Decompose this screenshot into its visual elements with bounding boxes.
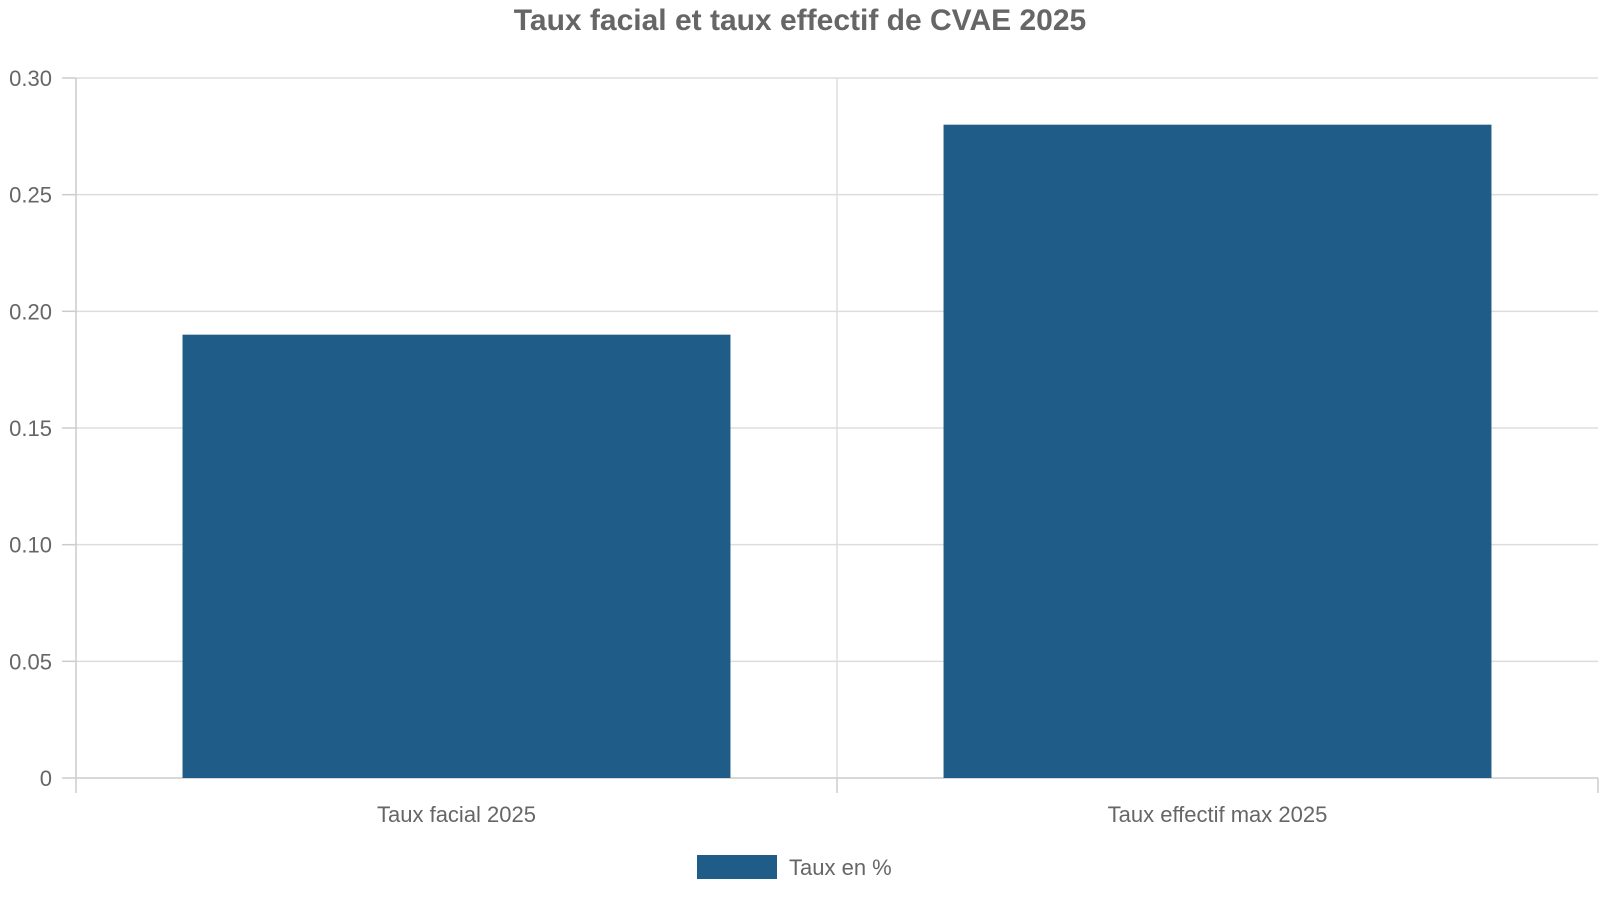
y-tick-label: 0.20 [9,299,52,324]
tick-labels: 0 0.05 0.10 0.15 0.20 0.25 0.30 Taux facial 202… [9,66,1327,827]
legend: Taux en % [697,855,892,880]
chart-title: Taux facial et taux effectif de CVAE 202… [514,4,1086,37]
legend-swatch [697,855,777,879]
bar [182,334,731,778]
y-tick-label: 0.25 [9,183,52,208]
x-tick-label: Taux facial 2025 [377,802,536,827]
y-tick-label: 0.05 [9,649,52,674]
y-tick-label: 0.30 [9,66,52,91]
y-tick-label: 0.15 [9,416,52,441]
legend-label: Taux en % [789,855,892,880]
y-tick-label: 0.10 [9,533,52,558]
bar [943,124,1492,778]
y-tick-label: 0 [40,766,52,791]
bars [182,124,1492,778]
x-tick-label: Taux effectif max 2025 [1108,802,1328,827]
